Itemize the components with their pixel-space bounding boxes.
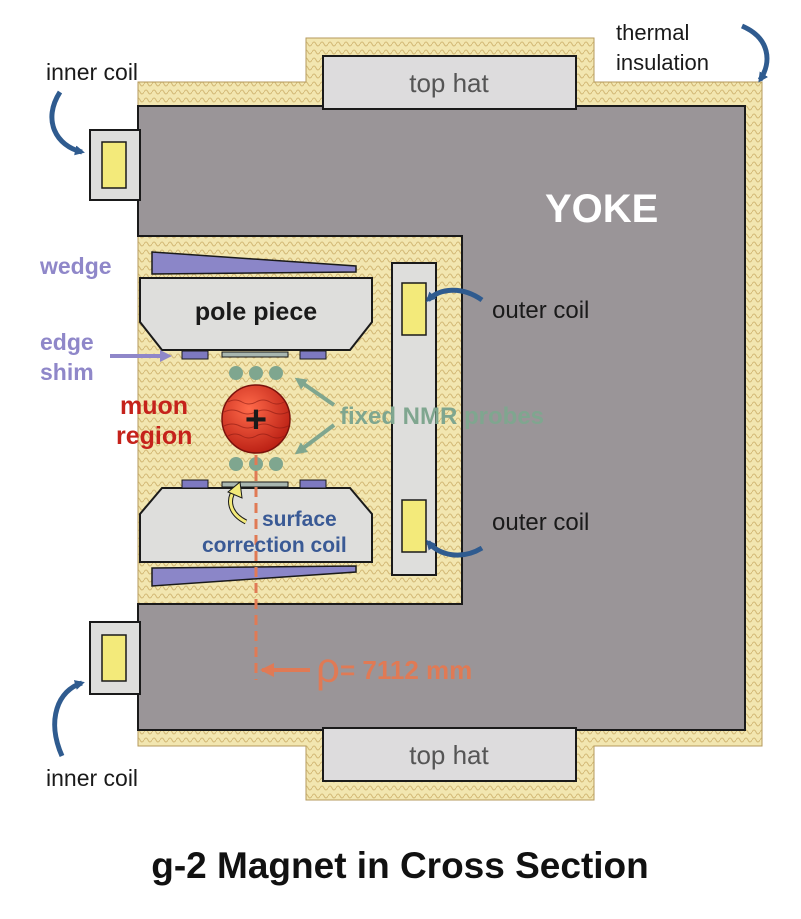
edge-shim-bottom-right: [299, 479, 327, 489]
top-hat-label-top: top hat: [409, 68, 489, 98]
edge-shim-top-right: [299, 350, 327, 360]
nmr-arrow-up: [294, 377, 336, 407]
top-hat-top: [322, 55, 577, 110]
nmr-probe: [269, 457, 283, 471]
inner-coil-bottom-arrow: [52, 680, 85, 758]
surface-correction-arrowhead: [227, 481, 243, 499]
wedge-label: wedge: [39, 253, 112, 279]
thermal-insulation-arrow: [740, 23, 770, 83]
inner-coil-label-top: inner coil: [46, 59, 138, 85]
outer-coil-label-bottom: outer coil: [492, 509, 589, 536]
surface-coil-top: [221, 351, 289, 358]
muon-charge-label: +: [245, 399, 267, 441]
fixed-nmr-probes-label: fixed NMR probes: [340, 403, 544, 430]
pole-piece-top: [139, 277, 373, 351]
yoke-label: YOKE: [545, 187, 658, 231]
nmr-probe: [249, 366, 263, 380]
muon-region-label-1: muon: [120, 392, 188, 420]
thermal-insulation-label-1: thermal: [616, 20, 689, 45]
nmr-probe: [229, 366, 243, 380]
surface-correction-label-2: correction coil: [202, 534, 347, 557]
pole-piece-label: pole piece: [195, 298, 317, 326]
surface-correction-label-1: surface: [262, 508, 337, 531]
outer-coil-winding-bottom: [401, 499, 427, 553]
muon-beam-waves: [223, 399, 289, 439]
edge-shim-label-2: shim: [40, 359, 94, 385]
edge-shim-bottom-left: [181, 479, 209, 489]
outer-coil-label-top: outer coil: [492, 297, 589, 324]
nmr-probe: [229, 457, 243, 471]
inner-coil-top-arrow: [49, 90, 85, 156]
nmr-probe: [269, 366, 283, 380]
yoke: [137, 105, 746, 731]
inner-coil-winding-top: [101, 141, 127, 189]
rho-symbol: ρ: [316, 644, 340, 691]
inner-coil-label-bottom: inner coil: [46, 765, 138, 791]
muon-region-label-2: region: [116, 422, 192, 450]
edge-shim-top-left: [181, 350, 209, 360]
wedge-top: [151, 251, 357, 275]
thermal-insulation-label-2: insulation: [616, 50, 709, 75]
muon-beam: [221, 384, 291, 454]
outer-coil-winding-top: [401, 282, 427, 336]
figure-title: g-2 Magnet in Cross Section: [151, 845, 649, 886]
edge-shim-label-1: edge: [40, 329, 94, 355]
surface-coil-bottom: [221, 481, 289, 488]
top-hat-label-bottom: top hat: [409, 740, 489, 770]
wedge-bottom: [151, 565, 357, 587]
top-hat-bottom: [322, 727, 577, 782]
nmr-arrow-down: [294, 423, 336, 455]
inner-coil-winding-bottom: [101, 634, 127, 682]
nmr-probe-dots: [229, 366, 283, 471]
outer-coil-bottom-arrow: [426, 539, 484, 558]
rho-value: = 7112 mm: [340, 655, 472, 685]
outer-coil-top-arrow: [425, 287, 484, 303]
